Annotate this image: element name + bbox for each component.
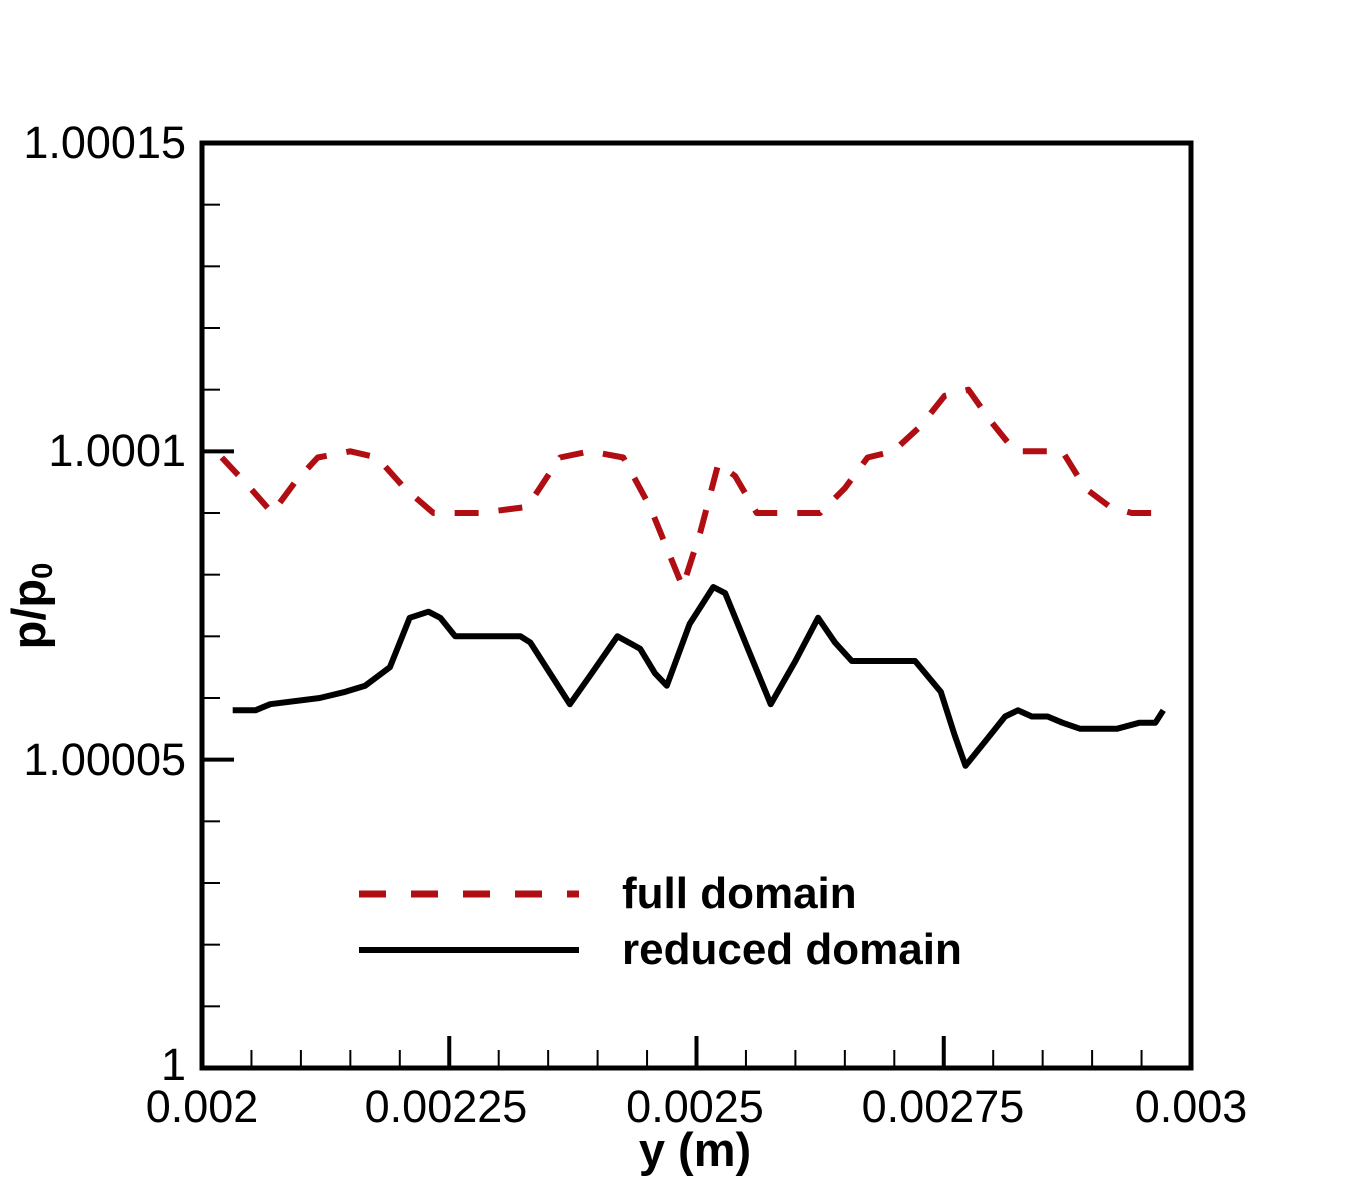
x-tick-label-0p00275: 0.00275	[861, 1081, 1025, 1132]
legend-solid-line-sample	[359, 947, 579, 953]
legend-label-full-domain: full domain	[622, 869, 857, 918]
y-axis-title-text: p/p	[2, 578, 55, 650]
x-axis-title-text: y (m)	[638, 1123, 752, 1176]
y-tick-label-1p0001: 1.0001	[48, 425, 186, 476]
x-axis-title: y (m)	[545, 1122, 845, 1178]
y-tick-label-1p00005: 1.00005	[23, 734, 186, 785]
x-tick-label-0p00225: 0.00225	[364, 1081, 528, 1132]
legend-label-reduced-domain: reduced domain	[622, 925, 962, 974]
legend-dashed-line-sample	[359, 890, 579, 898]
legend: full domain reduced domain	[358, 866, 962, 978]
x-tick-label-0p002: 0.002	[145, 1081, 259, 1132]
y-axis-title-subscript: 0	[27, 562, 60, 579]
x-tick-label-0p0025: 0.0025	[626, 1081, 764, 1132]
x-tick-label-0p003: 0.003	[1134, 1081, 1248, 1132]
legend-item-full-domain: full domain	[358, 866, 962, 922]
y-tick-label-1: 1	[160, 1039, 186, 1090]
y-axis-title: p/p0	[0, 456, 60, 756]
legend-item-reduced-domain: reduced domain	[358, 922, 962, 978]
y-tick-label-1p00015: 1.00015	[23, 117, 186, 168]
